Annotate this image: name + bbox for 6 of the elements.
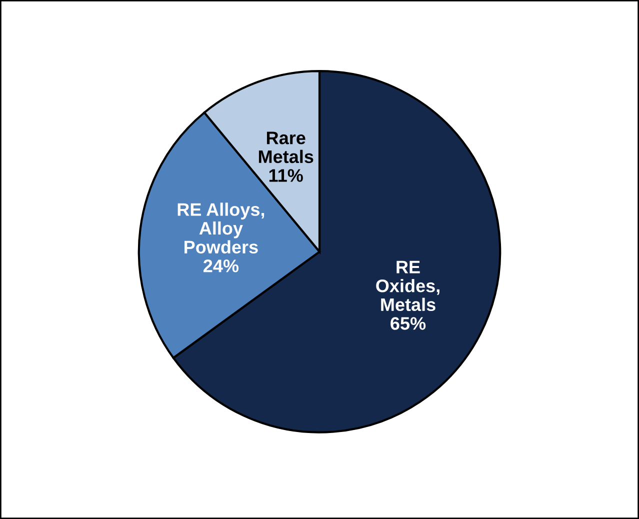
data-label: 24% bbox=[204, 260, 239, 272]
data-label: 65% bbox=[390, 317, 426, 330]
slice-label: Rare Metals bbox=[258, 132, 314, 164]
data-label: 11% bbox=[269, 169, 303, 182]
slice-label: RE Alloys, Alloy Powders bbox=[178, 202, 264, 254]
slice-label: RE Oxides, Metals bbox=[376, 260, 440, 312]
